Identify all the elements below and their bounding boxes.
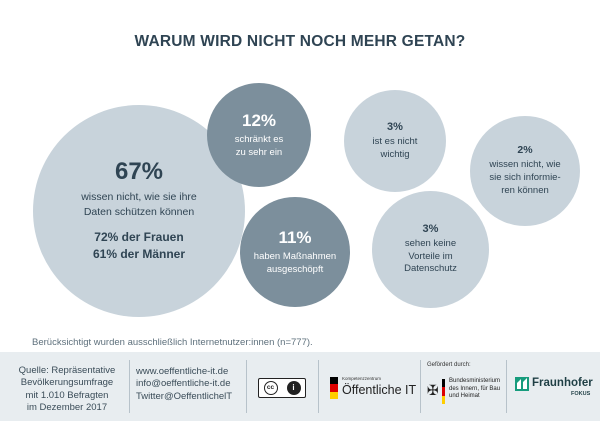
bubble-description-line: wissen nicht, wie sie ihre	[81, 191, 197, 204]
source-line: mit 1.010 Befragten	[25, 389, 109, 401]
bubble-description-line: wissen nicht, wie	[489, 159, 561, 171]
email-link[interactable]: info@oeffentliche-it.de	[136, 378, 231, 390]
bubble-description-line: ausgeschöpft	[266, 263, 324, 275]
flag-bar-icon	[442, 379, 445, 404]
page-title: WARUM WIRD NICHT NOCH MEHR GETAN?	[134, 33, 466, 50]
source-note: Quelle: Repräsentative Bevölkerungsumfra…	[8, 365, 126, 434]
bubble-description-line: sehen keine	[404, 237, 457, 249]
footer-divider	[246, 360, 247, 413]
bubble-description: wissen nicht, wie sie sich informie- ren…	[489, 159, 560, 197]
bubble-description-line: schränkt es	[234, 133, 284, 145]
sample-footnote: Berücksichtigt wurden ausschließlich Int…	[32, 337, 313, 348]
ministry-name-line: Bundesministerium	[449, 378, 501, 384]
footer-divider	[129, 360, 130, 413]
bubble-description-line: Vorteile im	[408, 250, 453, 262]
bubble-description: haben Maßnahmen ausgeschöpft	[254, 251, 336, 277]
german-flag-icon	[330, 377, 338, 399]
bubble-percent: 3%	[387, 120, 403, 133]
cc-icon: cc	[263, 381, 278, 395]
bubble-3-percent-not-important: 3% ist es nicht wichtig	[344, 90, 446, 192]
bubble-percent: 67%	[114, 158, 164, 186]
bubble-11-percent: 11% haben Maßnahmen ausgeschöpft	[240, 197, 350, 307]
footer-divider	[420, 360, 421, 413]
bubble-description-line: haben Maßnahmen	[253, 250, 337, 262]
bubble-3-percent-no-benefits: 3% sehen keine Vorteile im Datenschutz	[372, 191, 489, 308]
breakdown-men: 61% der Männer	[92, 247, 186, 262]
fraunhofer-icon	[515, 377, 529, 391]
bubble-gender-breakdown: 72% der Frauen 61% der Männer	[93, 229, 185, 264]
website-link[interactable]: www.oeffentliche-it.de	[136, 366, 229, 377]
bubble-description-line: ist es nicht	[372, 135, 418, 147]
bubble-description-line: ren können	[501, 184, 549, 196]
bubble-description-line: Daten schützen können	[83, 205, 195, 218]
bubble-description-line: Datenschutz	[404, 263, 457, 275]
fokus-label: FOKUS	[571, 391, 591, 397]
twitter-link[interactable]: Twitter@OeffentlichelT	[136, 390, 233, 402]
cc-by-license-badge[interactable]: cc i	[258, 378, 306, 398]
contact-info: www.oeffentliche-it.de info@oeffentliche…	[136, 366, 232, 435]
ministry-name-line: und Heimat	[449, 393, 480, 399]
breakdown-women: 72% der Frauen	[94, 229, 184, 244]
federal-eagle-icon: ✠	[427, 382, 439, 398]
source-line: im Dezember 2017	[26, 402, 108, 414]
footer: Quelle: Repräsentative Bevölkerungsumfra…	[0, 352, 600, 421]
bubble-description: wissen nicht, wie sie ihre Daten schütze…	[81, 190, 197, 218]
by-icon: i	[286, 381, 301, 395]
bubble-description: sehen keine Vorteile im Datenschutz	[404, 238, 457, 276]
bubble-description: schränkt es zu sehr ein	[235, 134, 284, 160]
logo-title: Öffentliche IT	[342, 383, 417, 397]
source-line: Quelle: Repräsentative	[18, 365, 116, 376]
bubble-percent: 2%	[517, 144, 533, 157]
bubble-description: ist es nicht wichtig	[373, 136, 418, 162]
footer-divider	[506, 360, 507, 413]
bubble-description-line: wichtig	[380, 148, 410, 160]
bubble-description-line: zu sehr ein	[235, 146, 283, 158]
ministry-name-line: des Innern, für Bau	[449, 385, 501, 392]
logo-subtitle: Kompetenzzentrum	[342, 376, 382, 381]
ministry-name: Bundesministerium des Innern, für Bau un…	[449, 378, 519, 401]
bubble-12-percent: 12% schränkt es zu sehr ein	[207, 83, 311, 187]
bubble-percent: 3%	[422, 222, 439, 235]
fraunhofer-name: Fraunhofer	[532, 377, 593, 389]
source-line: Bevölkerungsumfrage	[20, 377, 114, 389]
bubble-percent: 12%	[241, 110, 277, 130]
footer-divider	[318, 360, 319, 413]
bubble-description-line: sie sich informie-	[489, 172, 561, 184]
bubble-2-percent: 2% wissen nicht, wie sie sich informie- …	[470, 116, 580, 226]
bubble-percent: 11%	[278, 227, 312, 247]
sponsor-heading: Gefördert durch:	[427, 362, 471, 368]
